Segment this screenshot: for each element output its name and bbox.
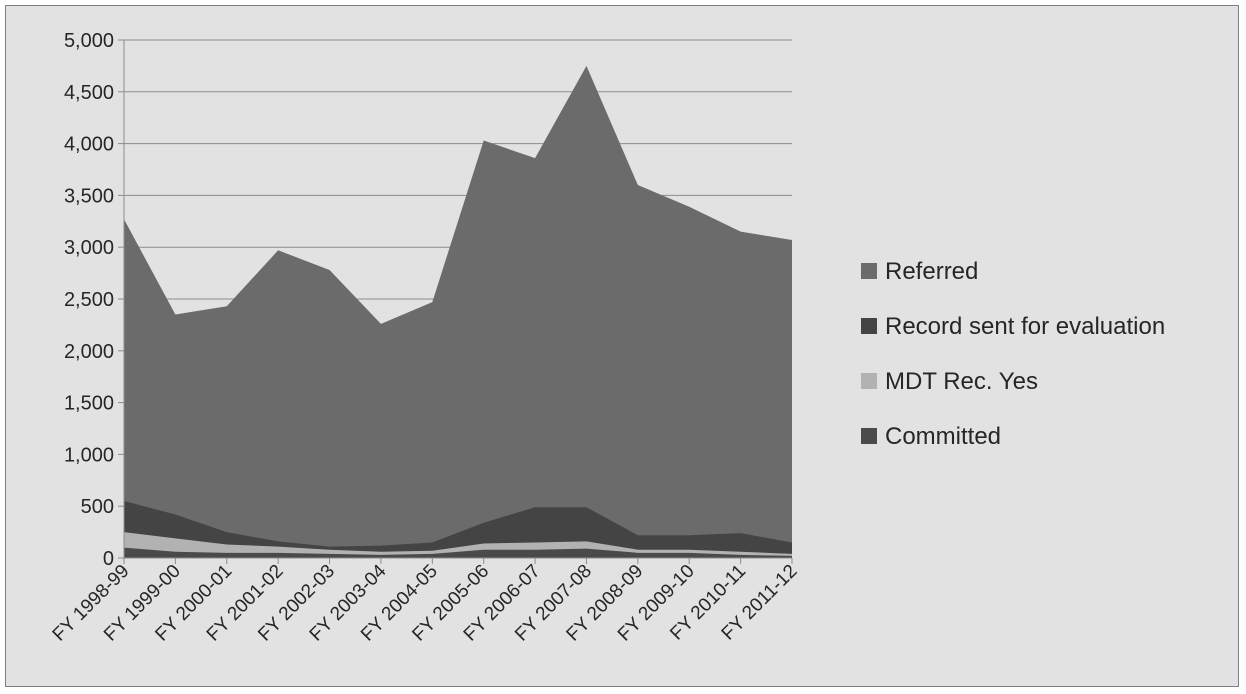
series-area-record-sent-for-evaluation xyxy=(124,501,792,558)
y-tick-label: 1,500 xyxy=(64,393,114,415)
y-tick-label: 3,500 xyxy=(64,185,114,207)
legend-item-committed: Committed xyxy=(861,423,1001,450)
axes xyxy=(123,40,793,564)
legend-swatch xyxy=(861,263,877,279)
y-tick-label: 2,000 xyxy=(64,341,114,363)
legend-label: Record sent for evaluation xyxy=(885,313,1165,340)
legend-label: MDT Rec. Yes xyxy=(885,368,1038,395)
y-tick-label: 3,000 xyxy=(64,237,114,259)
legend-item-mdt-rec-yes: MDT Rec. Yes xyxy=(861,368,1038,395)
y-axis-tick-labels: 0 500 1,000 1,500 2,000 2,500 3,000 3,500 4,000 4… xyxy=(64,30,114,570)
legend-swatch xyxy=(861,373,877,389)
legend-swatch xyxy=(861,428,877,444)
y-tick-label: 2,500 xyxy=(64,289,114,311)
chart-frame: 0 500 1,000 1,500 2,000 2,500 3,000 3,500 4,000 4… xyxy=(5,5,1239,687)
legend-item-referred: Referred xyxy=(861,258,978,285)
y-tick-label: 500 xyxy=(81,496,114,518)
series-area-committed xyxy=(124,547,792,558)
series-area-referred xyxy=(124,65,792,559)
legend: Referred Record sent for evaluation MDT Re… xyxy=(861,258,1165,450)
series-area-mdt-rec-yes xyxy=(124,532,792,558)
y-tick-label: 4,500 xyxy=(64,82,114,104)
y-tick-label: 5,000 xyxy=(64,30,114,52)
y-tick-label: 0 xyxy=(103,548,114,570)
y-tick-label: 4,000 xyxy=(64,134,114,156)
legend-label: Referred xyxy=(885,258,978,285)
area-chart: 0 500 1,000 1,500 2,000 2,500 3,000 3,500 4,000 4… xyxy=(49,30,1165,646)
y-tick-label: 1,000 xyxy=(64,444,114,466)
legend-label: Committed xyxy=(885,423,1001,450)
plot-areas xyxy=(124,65,792,559)
legend-item-record-sent-for-evaluation: Record sent for evaluation xyxy=(861,313,1165,340)
legend-swatch xyxy=(861,318,877,334)
